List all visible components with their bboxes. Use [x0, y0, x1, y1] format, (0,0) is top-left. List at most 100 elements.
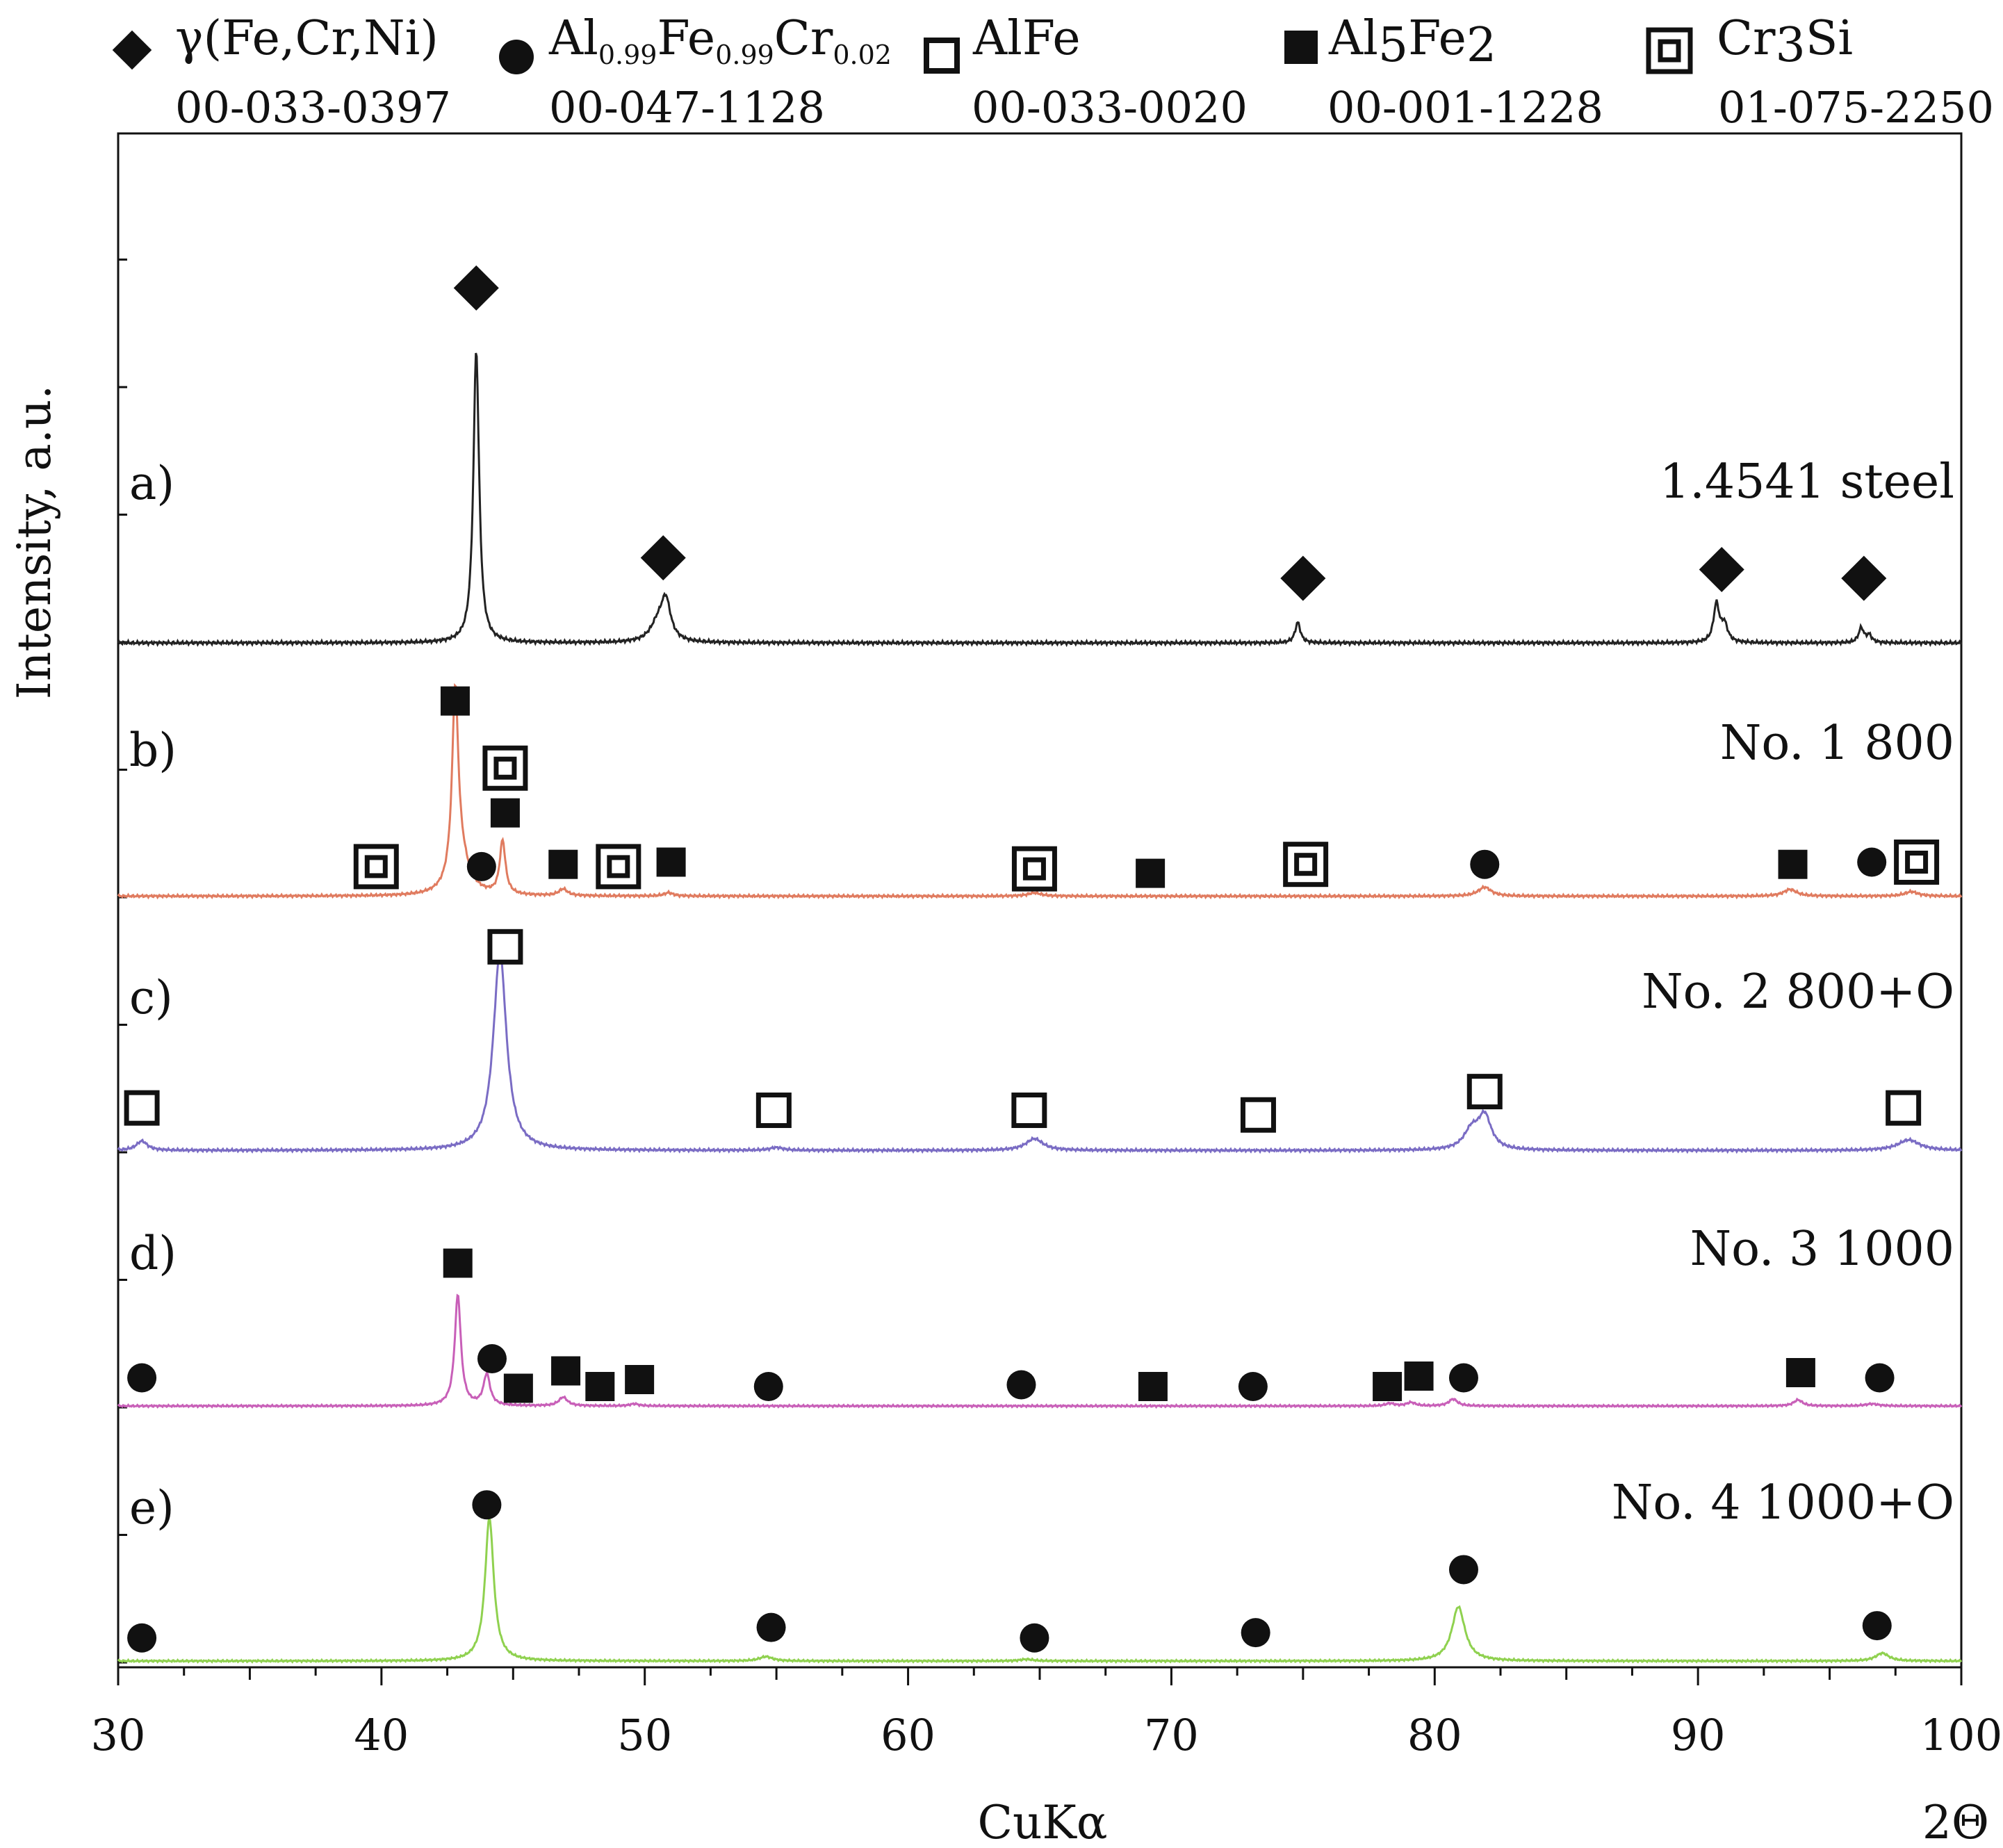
legend-cr3si-sub: 3: [1776, 18, 1806, 73]
legend-alfecr-part: Al: [548, 11, 598, 66]
marker-double-square-b-outer: [1894, 839, 1940, 885]
label-layer: a) 1.4541 steel b) No. 1 800 c) No. 2 800+O d)…: [129, 455, 1954, 1535]
sample-name-c: No. 2 800+O: [1642, 965, 1954, 1020]
x-tick-label: 100: [1920, 1710, 2002, 1760]
marker-double-square-b: [353, 844, 399, 890]
series-layer: [117, 352, 1963, 1664]
x-tick-label: 80: [1407, 1710, 1462, 1760]
marker-filled-square-d: [1138, 1372, 1168, 1401]
marker-circle-d: [1865, 1363, 1895, 1393]
marker-circle-d: [753, 1372, 783, 1401]
marker-diamond-a: [453, 265, 499, 311]
x-tick-label: 30: [91, 1710, 146, 1760]
marker-diamond-a: [1841, 555, 1887, 601]
legend-card-al5fe2: 00-001-1228: [1327, 82, 1603, 133]
marker-filled-square-d: [443, 1248, 473, 1278]
legend-name-alfecr: Al0.99Fe0.99Cr0.02: [548, 11, 892, 70]
sample-name-a: 1.4541 steel: [1660, 455, 1954, 509]
marker-double-square-b: [482, 745, 528, 791]
legend-name-gamma: γ(Fe,Cr,Ni): [175, 11, 439, 66]
marker-double-square-b-inner: [493, 756, 517, 780]
marker-filled-square-d: [625, 1365, 655, 1394]
series-line-e: [117, 1516, 1963, 1664]
legend-al5fe2-part: Al: [1328, 11, 1378, 66]
marker-filled-square-d: [1404, 1362, 1434, 1391]
panel-label-a: a): [129, 457, 174, 510]
marker-filled-square-b: [1136, 858, 1166, 888]
marker-double-square-b-inner: [364, 855, 388, 878]
x-tick-label: 40: [354, 1710, 409, 1760]
marker-open-square-c: [1886, 1090, 1922, 1126]
marker-double-square-b-inner: [607, 855, 630, 878]
marker-open-square-c: [487, 929, 523, 965]
legend-name-cr3si: Cr3Si: [1717, 11, 1853, 73]
panel-label-e: e): [129, 1481, 174, 1535]
series-line-a: [117, 352, 1963, 648]
series-line-c: [117, 951, 1963, 1154]
x-tick-label: 60: [881, 1710, 935, 1760]
marker-double-square-b: [1894, 839, 1940, 885]
marker-circle-e: [756, 1612, 786, 1642]
marker-filled-square-b: [656, 847, 686, 877]
marker-circle-b: [1470, 849, 1500, 879]
marker-open-square-c: [1466, 1074, 1503, 1110]
panel-label-d: d): [129, 1227, 177, 1280]
legend-diamond-icon: [112, 30, 152, 70]
marker-circle-b: [1857, 847, 1887, 877]
marker-double-square-b: [596, 844, 641, 890]
marker-circle-d: [477, 1344, 507, 1373]
marker-filled-square-d: [503, 1373, 533, 1403]
marker-circle-b: [466, 851, 496, 881]
x-tick-label: 70: [1144, 1710, 1199, 1760]
series-line-d: [117, 1293, 1963, 1409]
legend-al5fe2-part: Fe: [1408, 11, 1466, 66]
marker-double-square-b-inner: [1905, 850, 1929, 874]
sample-name-b: No. 1 800: [1720, 716, 1954, 771]
marker-double-square-b-outer: [482, 745, 528, 791]
marker-filled-square-d: [1373, 1372, 1403, 1401]
legend-card-alfe: 00-033-0020: [972, 82, 1248, 133]
x-axis-title: CuKα: [978, 1796, 1108, 1848]
marker-open-square-c: [755, 1093, 792, 1129]
panel-label-c: c): [129, 971, 173, 1024]
legend-circle-icon: [499, 40, 534, 74]
sample-name-d: No. 3 1000: [1690, 1222, 1954, 1277]
marker-circle-d: [1448, 1363, 1478, 1393]
legend-card-alfecr: 00-047-1128: [549, 82, 825, 133]
marker-circle-e: [1448, 1555, 1478, 1585]
legend: γ(Fe,Cr,Ni) 00-033-0397 Al0.99Fe0.99Cr0.…: [112, 11, 1994, 133]
marker-filled-square-d: [585, 1372, 615, 1401]
legend-cr3si-part: Si: [1806, 11, 1853, 66]
marker-circle-d: [1006, 1370, 1036, 1400]
marker-open-square-c: [1240, 1097, 1276, 1133]
series-line-b: [117, 682, 1963, 900]
x-axis-unit: 2Θ: [1922, 1796, 1989, 1848]
marker-diamond-a: [640, 535, 686, 581]
legend-open-square-icon: [924, 38, 960, 74]
legend-alfecr-sub: 0.02: [833, 40, 892, 70]
legend-alfecr-sub: 0.99: [598, 40, 657, 70]
marker-double-square-b-outer: [1283, 842, 1329, 888]
marker-filled-square-b: [1778, 849, 1808, 879]
legend-alfecr-part: Cr: [774, 11, 833, 66]
sample-name-e: No. 4 1000+O: [1612, 1475, 1954, 1530]
y-axis-title: Intensity, a.u.: [8, 385, 61, 699]
legend-double-square-inner: [1658, 39, 1681, 63]
marker-double-square-b-outer: [1011, 846, 1057, 892]
marker-layer: [124, 265, 1940, 1653]
marker-circle-e: [472, 1490, 502, 1520]
marker-filled-square-d: [1785, 1358, 1815, 1387]
marker-circle-d: [127, 1363, 157, 1393]
marker-filled-square-b: [548, 849, 578, 879]
marker-circle-e: [1020, 1623, 1049, 1653]
marker-double-square-b: [1283, 842, 1329, 888]
marker-diamond-a: [1699, 546, 1744, 593]
legend-alfecr-sub: 0.99: [715, 40, 774, 70]
marker-filled-square-b: [490, 798, 520, 828]
legend-filled-square-icon: [1284, 31, 1318, 64]
marker-filled-square-d: [551, 1356, 581, 1386]
x-tick-label: 90: [1671, 1710, 1726, 1760]
legend-name-al5fe2: Al5Fe2: [1328, 11, 1496, 73]
marker-open-square-c: [1011, 1093, 1047, 1129]
